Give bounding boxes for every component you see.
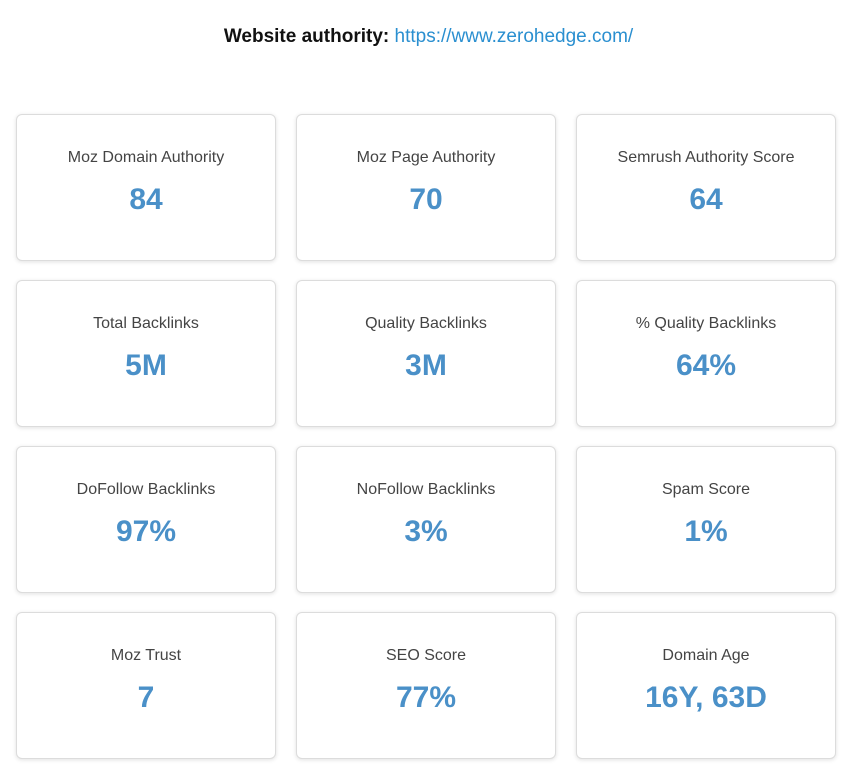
card-value: 5M <box>125 349 167 382</box>
card-spam-score: Spam Score 1% <box>576 446 836 593</box>
card-moz-page-authority: Moz Page Authority 70 <box>296 114 556 261</box>
card-title: Domain Age <box>662 647 750 664</box>
card-value: 77% <box>395 681 457 714</box>
website-url-link[interactable]: https://www.zerohedge.com/ <box>394 26 634 47</box>
card-title: % Quality Backlinks <box>635 315 777 332</box>
card-title: Spam Score <box>661 481 751 498</box>
card-seo-score: SEO Score 77% <box>296 612 556 759</box>
card-value: 3M <box>405 349 447 382</box>
card-total-backlinks: Total Backlinks 5M <box>16 280 276 427</box>
card-title: SEO Score <box>385 647 467 664</box>
card-title: Moz Domain Authority <box>67 149 225 166</box>
header-label: Website authority: <box>223 26 390 47</box>
card-value: 16Y, 63D <box>645 681 767 714</box>
card-semrush-authority-score: Semrush Authority Score 64 <box>576 114 836 261</box>
page-header: Website authority: https://www.zerohedge… <box>0 24 857 50</box>
card-title: Total Backlinks <box>93 315 199 332</box>
card-dofollow-backlinks: DoFollow Backlinks 97% <box>16 446 276 593</box>
card-title: Moz Trust <box>110 647 182 664</box>
card-moz-domain-authority: Moz Domain Authority 84 <box>16 114 276 261</box>
metrics-grid: Moz Domain Authority 84 Moz Page Authori… <box>16 114 836 759</box>
card-quality-backlinks: Quality Backlinks 3M <box>296 280 556 427</box>
card-title: NoFollow Backlinks <box>356 481 496 498</box>
card-value: 84 <box>129 183 163 216</box>
card-domain-age: Domain Age 16Y, 63D <box>576 612 836 759</box>
card-value: 3% <box>404 515 448 548</box>
card-title: Quality Backlinks <box>365 315 487 332</box>
card-nofollow-backlinks: NoFollow Backlinks 3% <box>296 446 556 593</box>
card-percent-quality-backlinks: % Quality Backlinks 64% <box>576 280 836 427</box>
card-title: Moz Page Authority <box>356 149 496 166</box>
card-value: 70 <box>409 183 443 216</box>
card-value: 1% <box>684 515 728 548</box>
card-value: 7 <box>137 681 155 714</box>
card-value: 64% <box>675 349 737 382</box>
card-value: 64 <box>689 183 723 216</box>
card-title: DoFollow Backlinks <box>76 481 216 498</box>
card-title: Semrush Authority Score <box>617 149 795 166</box>
card-value: 97% <box>115 515 177 548</box>
card-moz-trust: Moz Trust 7 <box>16 612 276 759</box>
